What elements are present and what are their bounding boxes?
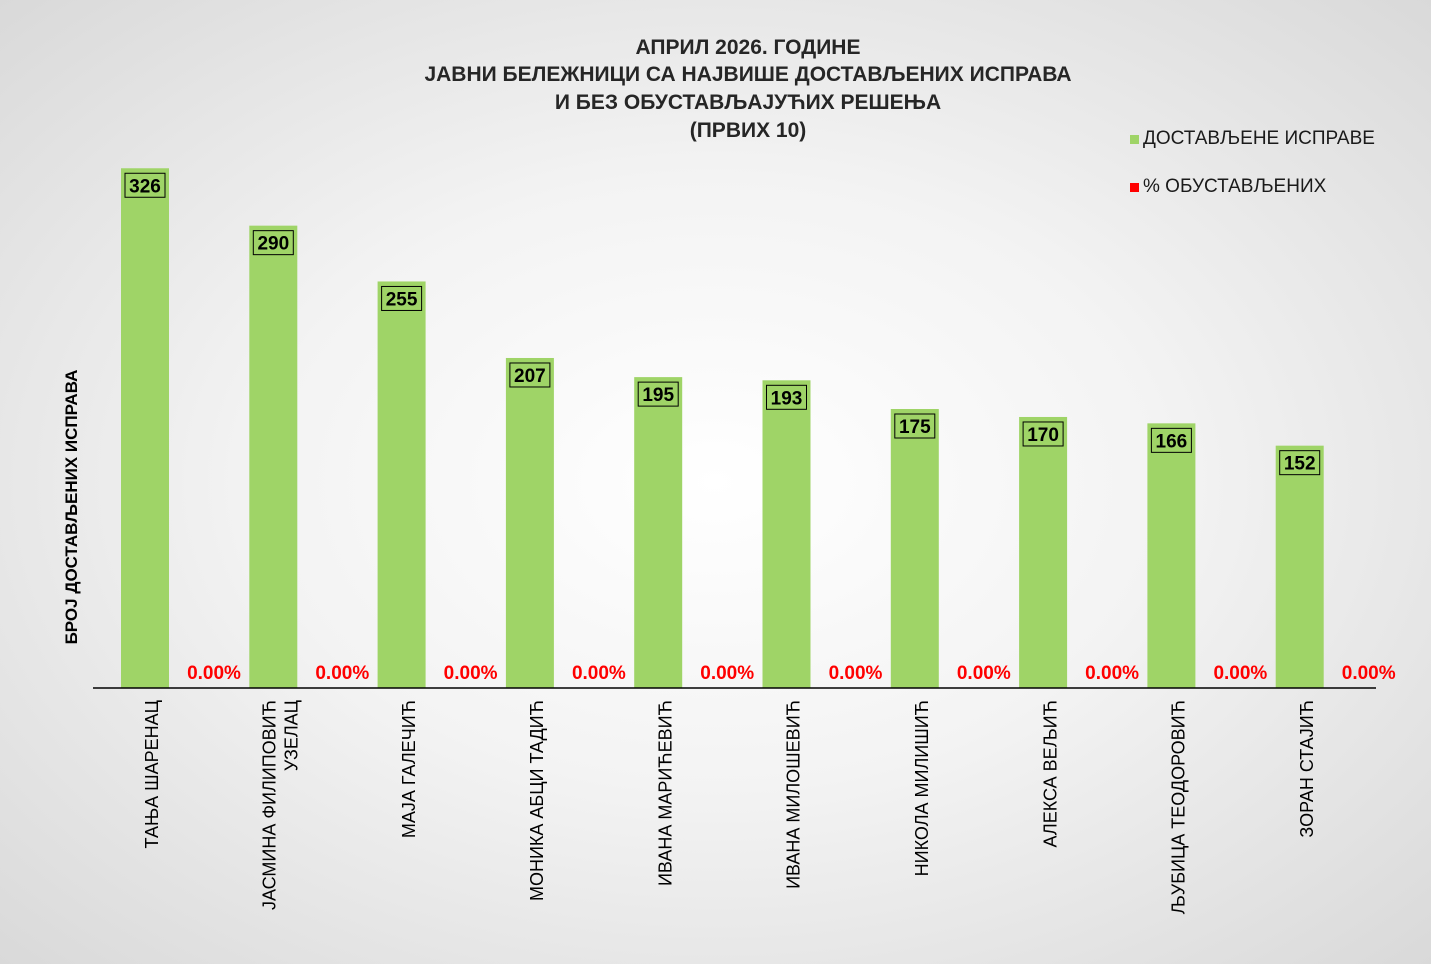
- data-label: 152: [1284, 454, 1316, 475]
- data-label-box: [381, 285, 423, 311]
- percent-label: 0.00%: [1213, 663, 1267, 684]
- bar: [890, 409, 939, 688]
- percent-label: 0.00%: [1342, 663, 1396, 684]
- percent-label: 0.00%: [700, 663, 754, 684]
- chart-title-line: И БЕЗ ОБУСТАВЉАЈУЋИХ РЕШЕЊА: [555, 91, 941, 114]
- data-label: 207: [514, 366, 546, 387]
- data-label-box: [509, 362, 551, 388]
- data-label: 195: [642, 385, 674, 406]
- bar: [121, 168, 169, 688]
- category-label: УЗЕЛАЦ: [281, 700, 301, 771]
- data-label: 175: [899, 417, 931, 438]
- legend-swatch: [1130, 135, 1139, 144]
- category-label: ЗОРАН СТАЈИЋ: [1297, 700, 1317, 838]
- legend-swatch: [1130, 183, 1139, 192]
- category-label: МОНИКА АБЦИ ТАДИЋ: [527, 700, 547, 901]
- category-label: ЈАСМИНА ФИЛИПОВИЋ: [259, 700, 279, 910]
- data-label: 290: [257, 234, 289, 255]
- bar: [1019, 416, 1068, 688]
- percent-label: 0.00%: [572, 663, 626, 684]
- bars: [121, 168, 1324, 688]
- bar: [762, 380, 811, 688]
- bar: [1275, 445, 1324, 688]
- percent-label: 0.00%: [187, 663, 241, 684]
- y-axis-label: БРОЈ ДОСТАВЉЕНИХ ИСПРАВА: [62, 370, 81, 645]
- data-label: 170: [1027, 425, 1059, 446]
- chart-title: АПРИЛ 2026. ГОДИНЕ ЈАВНИ БЕЛЕЖНИЦИ СА НАЈ…: [424, 36, 1071, 142]
- data-label-box: [637, 381, 679, 407]
- data-label-box: [1279, 450, 1321, 476]
- percent-label: 0.00%: [315, 663, 369, 684]
- data-label: 193: [771, 388, 803, 409]
- bar: [505, 357, 554, 688]
- category-labels: ТАЊА ШАРЕНАЦ ЈАСМИНА ФИЛИПОВИЋ УЗЕЛАЦ МАЈА …: [142, 700, 1317, 914]
- chart-title-line: ЈАВНИ БЕЛЕЖНИЦИ СА НАЈВИШЕ ДОСТАВЉЕНИХ И…: [424, 63, 1071, 86]
- data-label-box: [124, 172, 166, 198]
- chart-title-line: АПРИЛ 2026. ГОДИНЕ: [636, 36, 861, 59]
- category-label: НИКОЛА МИЛИШИЋ: [912, 700, 932, 876]
- bar: [634, 377, 683, 688]
- category-label: ИВАНА МИЛОШЕВИЋ: [784, 700, 804, 889]
- category-label: ИВАНА МАРИЋЕВИЋ: [655, 700, 675, 886]
- percent-label: 0.00%: [1085, 663, 1139, 684]
- data-label-box: [894, 413, 936, 439]
- data-label: 166: [1156, 431, 1188, 452]
- chart-legend: ДОСТАВЉЕНЕ ИСПРАВЕ % ОБУСТАВЉЕНИХ: [1130, 128, 1375, 197]
- data-label: 255: [386, 289, 418, 310]
- percent-label: 0.00%: [957, 663, 1011, 684]
- bar: [1147, 423, 1196, 688]
- percent-label: 0.00%: [829, 663, 883, 684]
- data-labels: 326 0.00% 290 0.00% 255 0.00% 207 0.00% 195 0.00%…: [124, 172, 1396, 684]
- bar: [377, 281, 426, 688]
- legend-entry: ДОСТАВЉЕНЕ ИСПРАВЕ: [1143, 128, 1375, 149]
- category-label: ТАЊА ШАРЕНАЦ: [142, 700, 162, 848]
- chart-title-line: (ПРВИХ 10): [690, 119, 807, 142]
- category-label: МАЈА ГАЛЕЧИЋ: [399, 700, 419, 838]
- data-label-box: [766, 384, 807, 410]
- legend-entry: % ОБУСТАВЉЕНИХ: [1143, 176, 1327, 197]
- data-label-box: [1150, 427, 1192, 453]
- data-label-box: [252, 230, 294, 256]
- category-label: АЛЕКСА ВЕЉИЋ: [1040, 700, 1060, 847]
- percent-label: 0.00%: [444, 663, 498, 684]
- data-label: 326: [129, 176, 161, 197]
- data-label-box: [1022, 421, 1064, 447]
- category-label: ЉУБИЦА ТЕОДОРОВИЋ: [1169, 700, 1189, 914]
- bar: [249, 225, 298, 688]
